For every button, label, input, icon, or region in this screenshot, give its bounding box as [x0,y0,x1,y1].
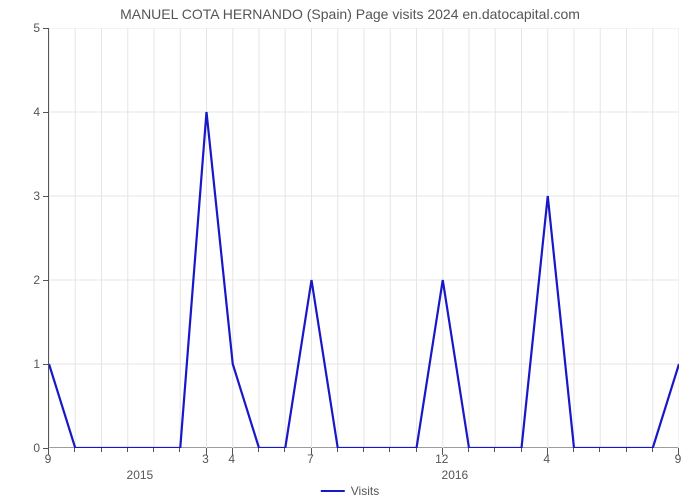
y-tick-label: 1 [20,357,40,371]
plot-area [48,28,678,448]
y-tick-label: 2 [20,273,40,287]
x-minor-tick [626,448,627,452]
x-tick-label: 9 [45,452,52,466]
x-tick-label: 7 [307,452,314,466]
x-tick-label: 4 [228,452,235,466]
x-minor-tick [652,448,653,452]
chart-container: MANUEL COTA HERNANDO (Spain) Page visits… [0,0,700,500]
x-minor-tick [389,448,390,452]
x-year-label: 2015 [127,468,154,482]
y-tick-mark [43,280,48,281]
x-year-label: 2016 [442,468,469,482]
y-tick-mark [43,364,48,365]
x-minor-tick [127,448,128,452]
x-minor-tick [573,448,574,452]
x-minor-tick [521,448,522,452]
y-tick-label: 4 [20,105,40,119]
x-minor-tick [363,448,364,452]
x-minor-tick [153,448,154,452]
x-minor-tick [416,448,417,452]
y-tick-mark [43,196,48,197]
x-minor-tick [101,448,102,452]
x-tick-label: 4 [543,452,550,466]
x-tick-label: 3 [202,452,209,466]
y-tick-label: 0 [20,441,40,455]
legend: Visits [321,484,379,498]
x-minor-tick [468,448,469,452]
x-minor-tick [74,448,75,452]
legend-line-swatch [321,490,345,492]
x-minor-tick [494,448,495,452]
x-minor-tick [258,448,259,452]
chart-title: MANUEL COTA HERNANDO (Spain) Page visits… [0,6,700,22]
x-minor-tick [179,448,180,452]
x-minor-tick [599,448,600,452]
x-tick-label: 12 [435,452,448,466]
series-layer [49,28,679,448]
y-tick-label: 3 [20,189,40,203]
x-minor-tick [284,448,285,452]
y-tick-mark [43,112,48,113]
y-tick-label: 5 [20,21,40,35]
legend-label: Visits [351,484,379,498]
x-minor-tick [337,448,338,452]
y-tick-mark [43,28,48,29]
x-tick-label: 9 [675,452,682,466]
